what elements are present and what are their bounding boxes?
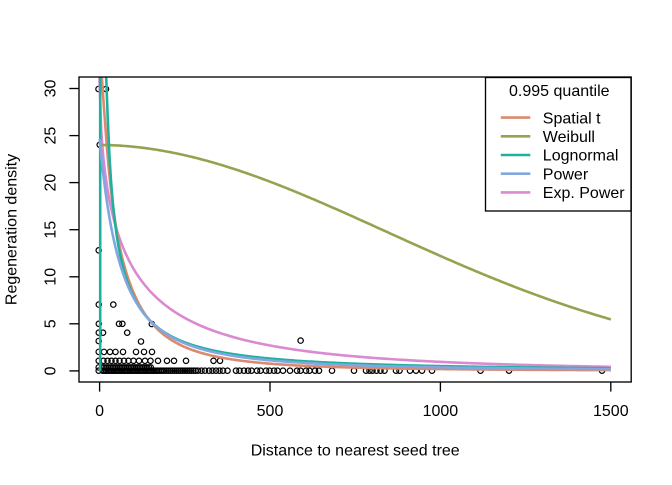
svg-text:25: 25 — [42, 127, 59, 145]
svg-text:Power: Power — [543, 166, 589, 183]
svg-text:15: 15 — [42, 221, 59, 239]
svg-text:Regeneration density: Regeneration density — [3, 154, 20, 305]
svg-text:500: 500 — [257, 403, 284, 420]
svg-text:30: 30 — [42, 80, 59, 98]
svg-text:0.995 quantile: 0.995 quantile — [509, 83, 610, 100]
svg-text:10: 10 — [42, 268, 59, 286]
svg-text:0: 0 — [42, 366, 59, 375]
svg-text:Weibull: Weibull — [543, 129, 595, 146]
svg-text:5: 5 — [42, 319, 59, 328]
svg-text:0: 0 — [95, 403, 104, 420]
svg-text:Exp. Power: Exp. Power — [543, 185, 625, 202]
svg-text:Lognormal: Lognormal — [543, 148, 619, 165]
svg-text:20: 20 — [42, 174, 59, 192]
svg-text:1000: 1000 — [423, 403, 459, 420]
svg-text:Spatial t: Spatial t — [543, 110, 601, 127]
svg-text:1500: 1500 — [593, 403, 629, 420]
svg-text:Distance to nearest seed tree: Distance to nearest seed tree — [251, 443, 460, 460]
